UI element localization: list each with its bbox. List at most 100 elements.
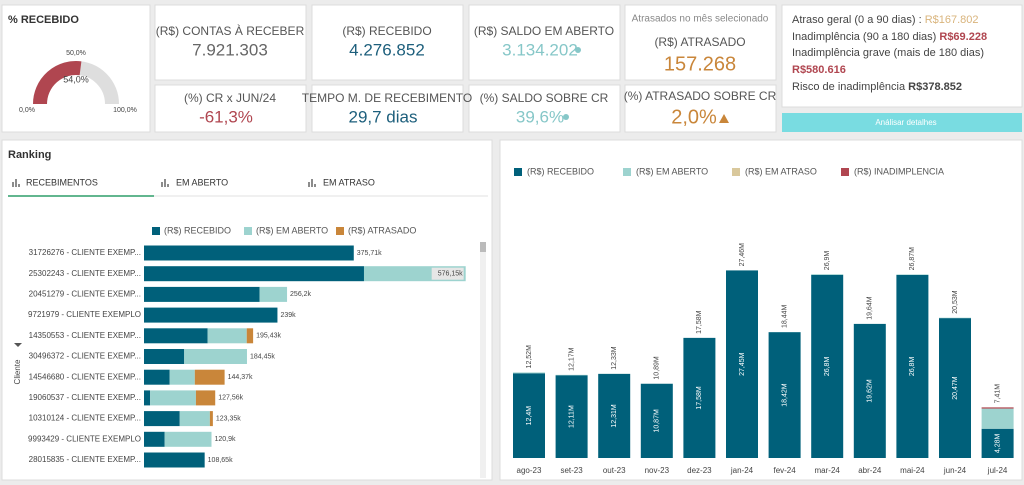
total-label: 184,45k [250,353,275,360]
late-share-card [624,84,777,133]
risk-value: R$69.228 [939,31,987,43]
bar-segment [513,372,545,374]
gauge-title: % RECEBIDO [8,14,79,26]
total-label: 239k [280,312,296,319]
bar-value-label: 27,45M [739,352,746,376]
bar-value-label: 12,31M [611,404,618,428]
risk-panel [781,4,1023,108]
info-icon[interactable] [563,114,569,120]
bar-value-label: 12,11M [568,405,575,428]
total-label: 12,17M [568,347,575,371]
up-arrow-icon [719,114,729,123]
total-label: 256,2k [290,291,312,298]
bar-segment [184,349,247,364]
y-tick-label: 14350553 - CLIENTE EXEMP... [29,331,141,340]
kpi-value: 29,7 dias [349,107,418,126]
bar-value-label: 12,4M [526,406,533,426]
kpi-value: -61,3% [199,107,253,126]
tab[interactable]: EM ABERTO [176,177,228,187]
bar-segment [144,369,170,385]
info-icon[interactable] [575,47,581,53]
bar-value-label: 26,8M [909,357,916,377]
tab[interactable]: RECEBIMENTOS [26,177,98,187]
y-tick-label: 9721979 - CLIENTE EXEMPLO [28,310,141,319]
scroll-thumb[interactable] [480,242,486,252]
bar-segment [981,428,1014,458]
tab[interactable]: EM ATRASO [323,177,375,187]
kpi-label: (R$) SALDO EM ABERTO [474,24,614,38]
gauge-tick-label: 0,0% [19,107,35,114]
legend-label: (R$) EM ABERTO [636,166,708,176]
risk-line: Risco de inadimplência R$378.852 [792,81,962,93]
bar-segment [513,373,545,458]
label-box [431,267,464,280]
total-label: 26,9M [824,251,831,271]
bar-segment [246,328,254,344]
x-tick-label: mar-24 [815,466,841,475]
kpi-card [468,4,621,81]
kpi-card [311,84,464,133]
total-label: 127,56k [218,395,243,402]
scrollbar[interactable] [480,242,486,478]
gauge-value-label: 54,0% [63,74,89,84]
details-button[interactable] [782,113,1022,132]
total-label: 12,52M [526,345,533,369]
x-tick-label: mai-24 [900,466,925,475]
total-label: 144,37k [228,374,253,381]
bar-segment [169,369,195,385]
bar-segment [144,349,185,364]
total-label: 123,35k [216,415,241,422]
x-tick-label: fev-24 [773,466,796,475]
kpi-card [154,84,307,133]
kpi-label: (%) SALDO SOBRE CR [480,91,609,105]
y-axis-label: Cliente [13,359,22,384]
bar-segment [195,390,216,406]
total-label: 195,43k [256,333,281,340]
total-label: 7,41M [994,384,1001,404]
late-share-value: 2,0% [671,106,717,128]
bar-segment [144,286,260,302]
total-label: 108,65k [208,457,233,464]
y-tick-label: 30496372 - CLIENTE EXEMP... [29,352,141,361]
bar-value-label: 4,28M [994,433,1001,453]
total-label: 120,9k [215,436,237,443]
bar-segment [853,323,886,458]
kpi-label: (R$) CONTAS À RECEBER [156,23,305,38]
button-label[interactable]: Análisar detalhes [875,118,936,127]
total-label: 375,71k [357,250,382,257]
legend-label: (R$) RECEBIDO [527,166,594,176]
late-note: Atrasados no mês selecionado [632,14,769,25]
legend-label: (R$) ATRASADO [348,225,416,235]
risk-label: Inadimplência (90 a 180 dias) [792,31,939,43]
bar-segment [144,411,180,427]
total-label: 10,89M [654,356,661,380]
risk-value: R$167.802 [925,14,979,26]
total-label: 18,44M [781,304,788,328]
x-tick-label: jul-24 [987,466,1008,475]
kpi-value: 4.276.852 [349,40,425,59]
legend-swatch [514,168,522,176]
total-label: 26,87M [909,247,916,271]
kpi-card [154,4,307,81]
ranking-title: Ranking [8,149,51,161]
risk-value: R$378.852 [908,81,962,93]
bar-segment [811,274,844,275]
bar-segment [150,390,196,406]
total-label: 20,53M [952,290,959,314]
tab-icons [12,179,316,187]
risk-line: Atraso geral (0 a 90 dias) : R$167.802 [792,14,979,26]
x-tick-label: out-23 [603,466,626,475]
late-share-label: (%) ATRASADO SOBRE CR [624,89,777,103]
bar-segment [811,274,844,458]
bar-segment [981,408,1014,429]
legend-swatch [244,227,252,235]
y-tick-label: 25302243 - CLIENTE EXEMP... [29,269,141,278]
kpi-value: 3.134.202 [502,40,578,59]
bar-segment [144,245,354,261]
kpi-card [468,84,621,133]
bar-segment [939,318,971,458]
bar-segment [259,286,288,302]
risk-value: R$580.616 [792,64,846,76]
y-tick-label: 9993429 - CLIENTE EXEMPLO [28,434,141,443]
sort-icon[interactable] [14,343,22,347]
